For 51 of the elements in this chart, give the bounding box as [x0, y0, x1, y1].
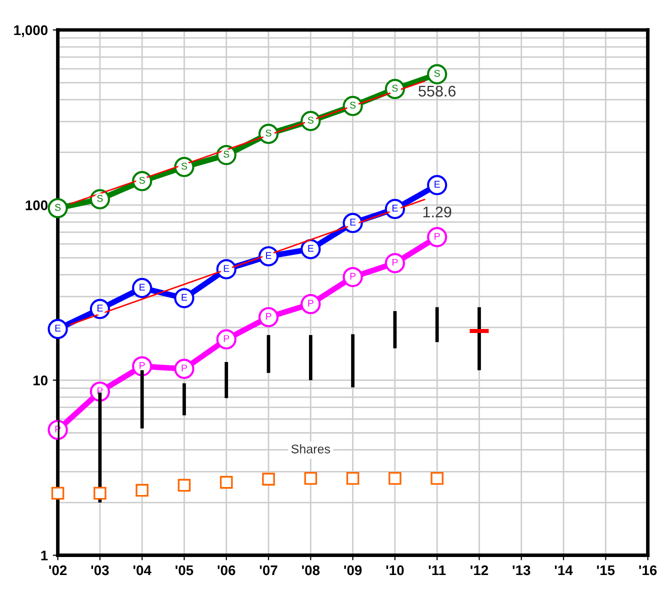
data-label: S [392, 84, 398, 92]
x-tick-label: '11 [428, 566, 446, 576]
x-tick-label: '10 [386, 565, 404, 576]
data-label: E [224, 265, 230, 272]
data-label: S [434, 70, 440, 77]
data-label: E [392, 204, 398, 212]
data-label: E [308, 244, 314, 252]
data-label: P [434, 232, 440, 240]
data-label: P [392, 258, 398, 266]
data-label: E [266, 252, 272, 259]
data-label: P [266, 312, 272, 320]
data-label: S [266, 130, 272, 136]
data-label: E [182, 294, 188, 301]
data-label: S [97, 194, 103, 202]
x-tick-label: '02 [49, 565, 67, 576]
y-tick-label: 1,000 [14, 25, 48, 38]
data-label: E [97, 304, 103, 312]
annotation: 558.6 [418, 86, 456, 97]
data-label: S [224, 150, 230, 158]
data-label: P [308, 300, 314, 307]
x-tick-label: '16 [639, 565, 657, 576]
data-label: E [350, 218, 356, 226]
data-label: E [434, 180, 440, 188]
y-tick-label: 1 [41, 550, 48, 560]
x-tick-label: '15 [597, 566, 615, 576]
x-tick-label: '03 [91, 565, 109, 576]
data-label: P [224, 335, 230, 342]
x-tick-label: '04 [133, 565, 152, 576]
annotation: 1.29 [423, 206, 452, 218]
data-label: E [140, 284, 145, 291]
data-label: P [350, 272, 356, 280]
x-tick-label: '08 [302, 565, 320, 576]
x-tick-label: '12 [470, 565, 488, 576]
x-tick-label: '05 [176, 565, 194, 576]
data-label: P [182, 364, 187, 372]
data-label: E [55, 324, 61, 332]
data-label: S [54, 204, 61, 211]
y-tick-label: 100 [26, 200, 48, 210]
y-tick-label: 10 [33, 376, 48, 386]
x-tick-label: '07 [260, 565, 278, 576]
data-label: S [181, 162, 188, 170]
x-tick-label: '06 [218, 565, 236, 576]
series-label: Shares [291, 444, 330, 454]
data-label: S [350, 102, 356, 109]
x-tick-label: '09 [344, 565, 362, 576]
x-tick-label: '13 [512, 565, 530, 576]
x-tick-label: '14 [554, 566, 573, 576]
data-label: P [97, 387, 103, 394]
data-label: S [139, 176, 145, 184]
data-label: S [308, 116, 314, 124]
data-label: P [140, 362, 145, 369]
